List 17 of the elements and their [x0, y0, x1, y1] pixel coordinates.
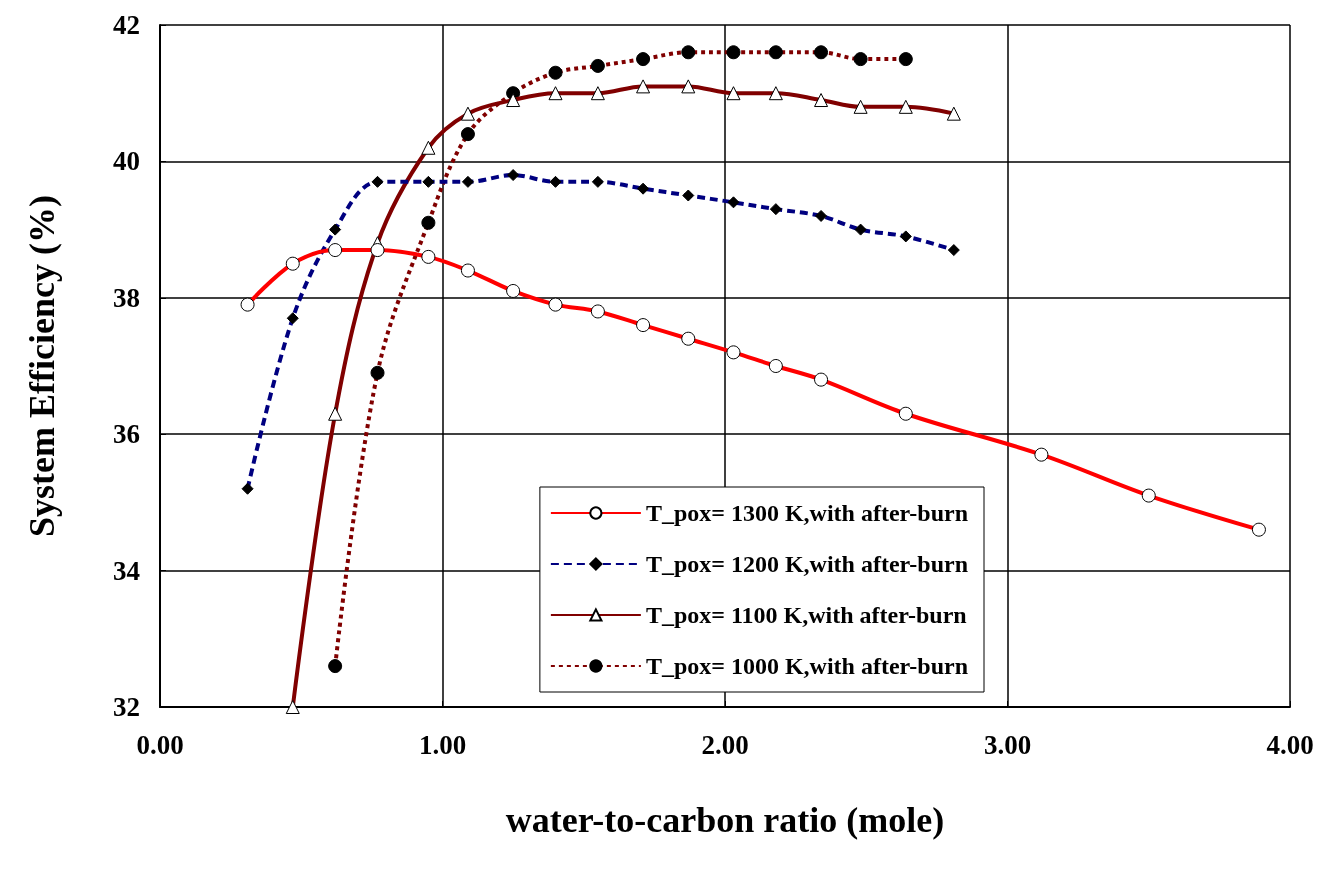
- y-tick-label: 36: [113, 419, 140, 450]
- y-tick-label: 32: [113, 692, 140, 722]
- legend-label: T_pox= 1000 K,with after-burn: [645, 653, 968, 679]
- legend-label: T_pox= 1100 K,with after-burn: [645, 602, 967, 628]
- y-tick-label: 34: [113, 555, 140, 586]
- x-tick-label: 2.00: [701, 729, 749, 760]
- legend-label: T_pox= 1300 K,with after-burn: [645, 500, 968, 526]
- y-axis-title: System Efficiency (%): [22, 195, 62, 537]
- x-tick-label: 0.00: [136, 729, 184, 760]
- x-tick-label: 4.00: [1266, 729, 1314, 760]
- y-tick-label: 42: [113, 10, 140, 40]
- x-tick-label: 3.00: [983, 729, 1032, 760]
- x-axis-title: water-to-carbon ratio (mole): [505, 800, 945, 840]
- y-tick-label: 40: [113, 146, 140, 177]
- x-tick-label: 1.00: [418, 729, 467, 760]
- legend-label: T_pox= 1200 K,with after-burn: [645, 551, 968, 577]
- y-tick-label: 38: [113, 282, 140, 313]
